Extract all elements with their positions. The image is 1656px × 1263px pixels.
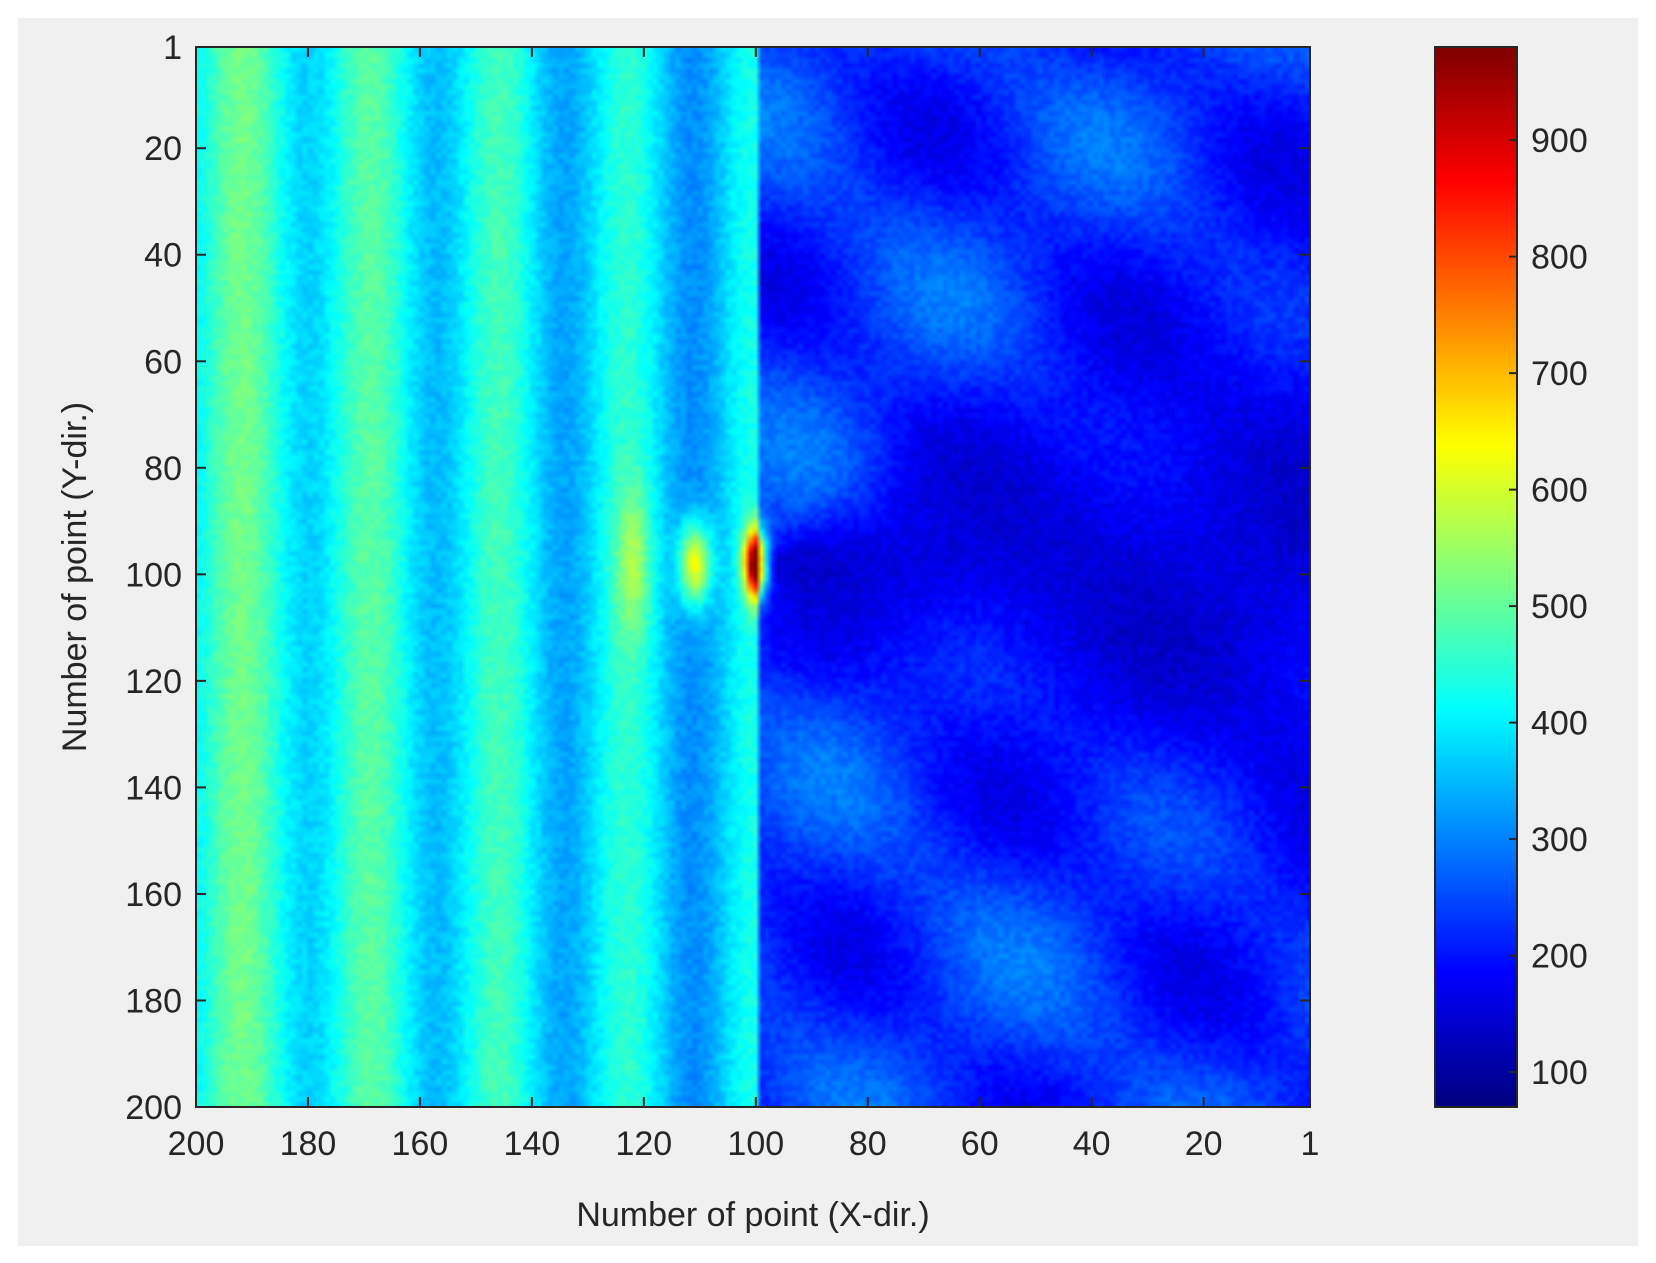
y-tick-label: 1 — [163, 29, 182, 67]
colorbar-box — [1434, 46, 1518, 1108]
y-tick-label: 200 — [125, 1089, 182, 1127]
colorbar-tick-label: 700 — [1531, 355, 1588, 393]
y-tick-label: 180 — [125, 982, 182, 1020]
x-tick-label: 40 — [1073, 1125, 1111, 1163]
y-tick-label: 100 — [125, 556, 182, 594]
colorbar-tick-label: 300 — [1531, 821, 1588, 859]
colorbar-tick-label: 500 — [1531, 588, 1588, 626]
y-axis-label: Number of point (Y-dir.) — [56, 402, 94, 752]
colorbar-tick-label: 400 — [1531, 705, 1588, 743]
y-tick-label: 80 — [144, 450, 182, 488]
colorbar-image-container — [1435, 47, 1517, 1107]
y-tick-label: 20 — [144, 130, 182, 168]
y-tick-label: 40 — [144, 237, 182, 275]
x-tick-label: 80 — [849, 1125, 887, 1163]
heatmap-image-container — [196, 47, 1310, 1107]
colorbar-image — [1435, 47, 1517, 1107]
colorbar-tick-label: 600 — [1531, 472, 1588, 510]
x-axis: 200 180 160 140 120 100 80 60 40 20 1 — [168, 47, 1320, 1163]
x-tick-label: 120 — [615, 1125, 672, 1163]
y-tick-label: 140 — [125, 769, 182, 807]
x-tick-label: 1 — [1301, 1125, 1320, 1163]
x-tick-label: 60 — [961, 1125, 999, 1163]
x-tick-label: 140 — [504, 1125, 561, 1163]
x-tick-label: 160 — [392, 1125, 449, 1163]
heatmap-image — [196, 47, 1310, 1107]
colorbar-tick-label: 100 — [1531, 1054, 1588, 1092]
x-tick-label: 20 — [1185, 1125, 1223, 1163]
colorbar-axis: 100 200 300 400 500 600 700 800 900 — [1509, 122, 1588, 1092]
colorbar-tick-label: 800 — [1531, 239, 1588, 277]
x-axis-label: Number of point (X-dir.) — [576, 1196, 929, 1234]
x-tick-label: 180 — [280, 1125, 337, 1163]
x-tick-label: 100 — [727, 1125, 784, 1163]
y-tick-label: 120 — [125, 663, 182, 701]
y-tick-label: 60 — [144, 343, 182, 381]
colorbar-tick-label: 200 — [1531, 938, 1588, 976]
x-tick-label: 200 — [168, 1125, 225, 1163]
axes-box — [195, 46, 1311, 1108]
colorbar-tick-label: 900 — [1531, 122, 1588, 160]
y-tick-label: 160 — [125, 876, 182, 914]
